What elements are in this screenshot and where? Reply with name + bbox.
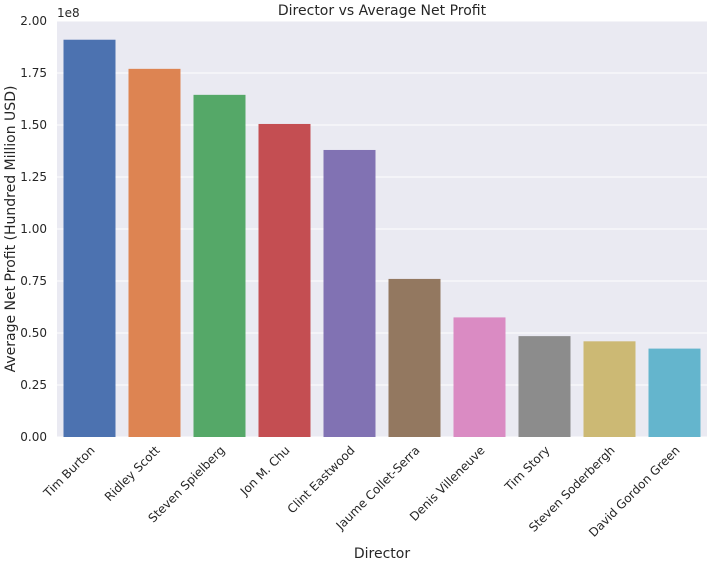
y-axis-ticks: 0.00 0.25 0.50 0.75 1.00 1.25 1.50 1.75 2.00 <box>20 14 47 444</box>
y-tick-label: 1.25 <box>20 170 47 184</box>
chart-title: Director vs Average Net Profit <box>278 3 487 19</box>
bar <box>518 336 571 437</box>
x-tick-label: Tim Story <box>501 443 552 494</box>
y-offset-label: 1e8 <box>57 6 80 20</box>
bar <box>63 39 116 437</box>
y-tick-label: 0.75 <box>20 274 47 288</box>
y-tick-label: 0.00 <box>20 430 47 444</box>
y-tick-label: 1.75 <box>20 66 47 80</box>
y-tick-label: 0.50 <box>20 326 47 340</box>
bar <box>128 68 181 437</box>
y-tick-label: 1.00 <box>20 222 47 236</box>
bar <box>453 317 506 437</box>
x-axis-title: Director <box>354 546 410 562</box>
bar <box>388 278 441 437</box>
y-axis-title: Average Net Profit (Hundred Million USD) <box>3 86 19 373</box>
x-tick-label: Clint Eastwood <box>285 443 358 516</box>
bar <box>258 123 311 438</box>
x-tick-label: Jon M. Chu <box>237 443 293 499</box>
bars <box>63 39 701 438</box>
y-tick-label: 0.25 <box>20 378 47 392</box>
x-tick-label: Tim Burton <box>40 443 97 500</box>
y-tick-label: 2.00 <box>20 14 47 28</box>
x-tick-label: Ridley Scott <box>102 443 163 504</box>
bar <box>583 341 636 437</box>
bar <box>648 348 701 437</box>
bar <box>193 94 246 437</box>
y-tick-label: 1.50 <box>20 118 47 132</box>
bar <box>323 149 376 437</box>
